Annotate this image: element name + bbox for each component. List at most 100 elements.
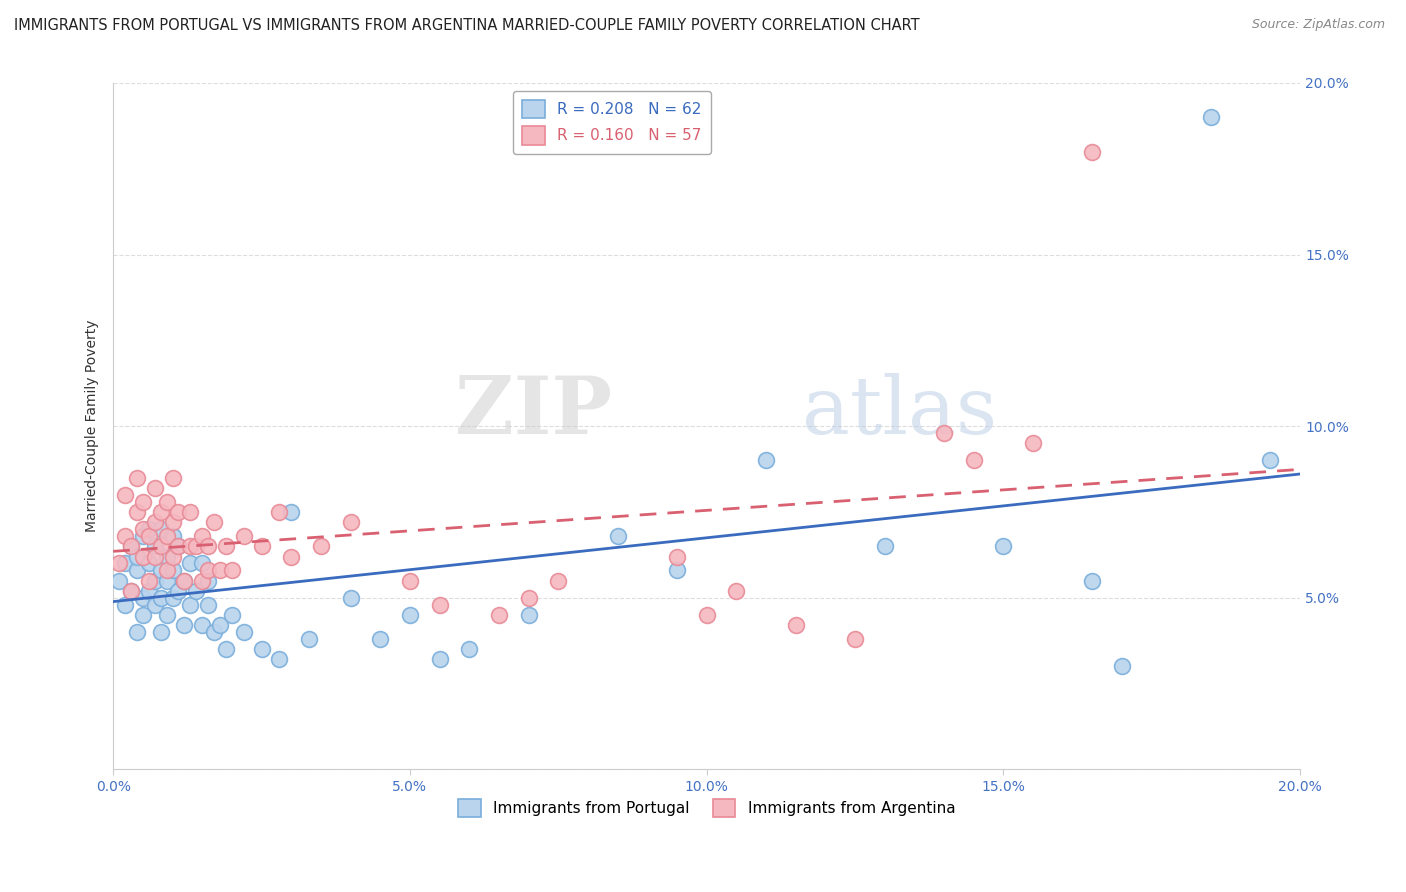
Point	[221, 607, 243, 622]
Point	[221, 563, 243, 577]
Point	[167, 539, 190, 553]
Point	[963, 453, 986, 467]
Point	[132, 529, 155, 543]
Point	[120, 539, 142, 553]
Point	[368, 632, 391, 646]
Point	[517, 591, 540, 605]
Text: atlas: atlas	[801, 374, 997, 451]
Point	[143, 481, 166, 495]
Point	[517, 607, 540, 622]
Point	[993, 539, 1015, 553]
Point	[173, 574, 195, 588]
Point	[298, 632, 321, 646]
Text: ZIP: ZIP	[454, 374, 612, 451]
Point	[138, 557, 160, 571]
Point	[665, 549, 688, 564]
Point	[280, 505, 302, 519]
Point	[132, 591, 155, 605]
Point	[162, 529, 184, 543]
Point	[215, 642, 238, 657]
Point	[162, 470, 184, 484]
Point	[429, 652, 451, 666]
Point	[1111, 659, 1133, 673]
Point	[143, 598, 166, 612]
Point	[114, 598, 136, 612]
Point	[232, 529, 254, 543]
Point	[149, 522, 172, 536]
Point	[665, 563, 688, 577]
Point	[179, 557, 201, 571]
Legend: Immigrants from Portugal, Immigrants from Argentina: Immigrants from Portugal, Immigrants fro…	[451, 793, 962, 823]
Point	[202, 625, 225, 640]
Point	[114, 529, 136, 543]
Point	[125, 470, 148, 484]
Point	[162, 591, 184, 605]
Point	[125, 625, 148, 640]
Point	[458, 642, 481, 657]
Point	[785, 618, 807, 632]
Point	[197, 563, 219, 577]
Point	[167, 505, 190, 519]
Point	[725, 583, 748, 598]
Point	[173, 574, 195, 588]
Point	[197, 574, 219, 588]
Point	[215, 539, 238, 553]
Point	[339, 515, 361, 529]
Point	[208, 618, 231, 632]
Point	[606, 529, 628, 543]
Point	[149, 563, 172, 577]
Point	[1081, 145, 1104, 159]
Point	[1260, 453, 1282, 467]
Point	[155, 549, 177, 564]
Point	[179, 598, 201, 612]
Point	[132, 522, 155, 536]
Point	[202, 515, 225, 529]
Point	[186, 539, 208, 553]
Point	[132, 494, 155, 508]
Point	[120, 583, 142, 598]
Point	[197, 539, 219, 553]
Point	[155, 494, 177, 508]
Point	[143, 515, 166, 529]
Point	[125, 563, 148, 577]
Point	[250, 642, 273, 657]
Point	[149, 591, 172, 605]
Point	[155, 574, 177, 588]
Point	[132, 607, 155, 622]
Point	[339, 591, 361, 605]
Point	[232, 625, 254, 640]
Point	[488, 607, 510, 622]
Point	[138, 522, 160, 536]
Point	[125, 549, 148, 564]
Point	[162, 563, 184, 577]
Point	[138, 583, 160, 598]
Point	[399, 607, 422, 622]
Point	[114, 557, 136, 571]
Point	[197, 598, 219, 612]
Point	[191, 574, 214, 588]
Point	[179, 539, 201, 553]
Point	[399, 574, 422, 588]
Point	[844, 632, 866, 646]
Point	[162, 515, 184, 529]
Point	[143, 574, 166, 588]
Point	[280, 549, 302, 564]
Point	[138, 529, 160, 543]
Point	[155, 563, 177, 577]
Point	[155, 529, 177, 543]
Point	[120, 583, 142, 598]
Point	[1199, 110, 1222, 124]
Point	[269, 652, 291, 666]
Point	[309, 539, 332, 553]
Point	[162, 549, 184, 564]
Y-axis label: Married-Couple Family Poverty: Married-Couple Family Poverty	[86, 320, 100, 533]
Point	[269, 505, 291, 519]
Point	[143, 549, 166, 564]
Point	[250, 539, 273, 553]
Point	[167, 539, 190, 553]
Point	[120, 539, 142, 553]
Point	[208, 563, 231, 577]
Point	[143, 539, 166, 553]
Point	[149, 505, 172, 519]
Point	[1022, 436, 1045, 450]
